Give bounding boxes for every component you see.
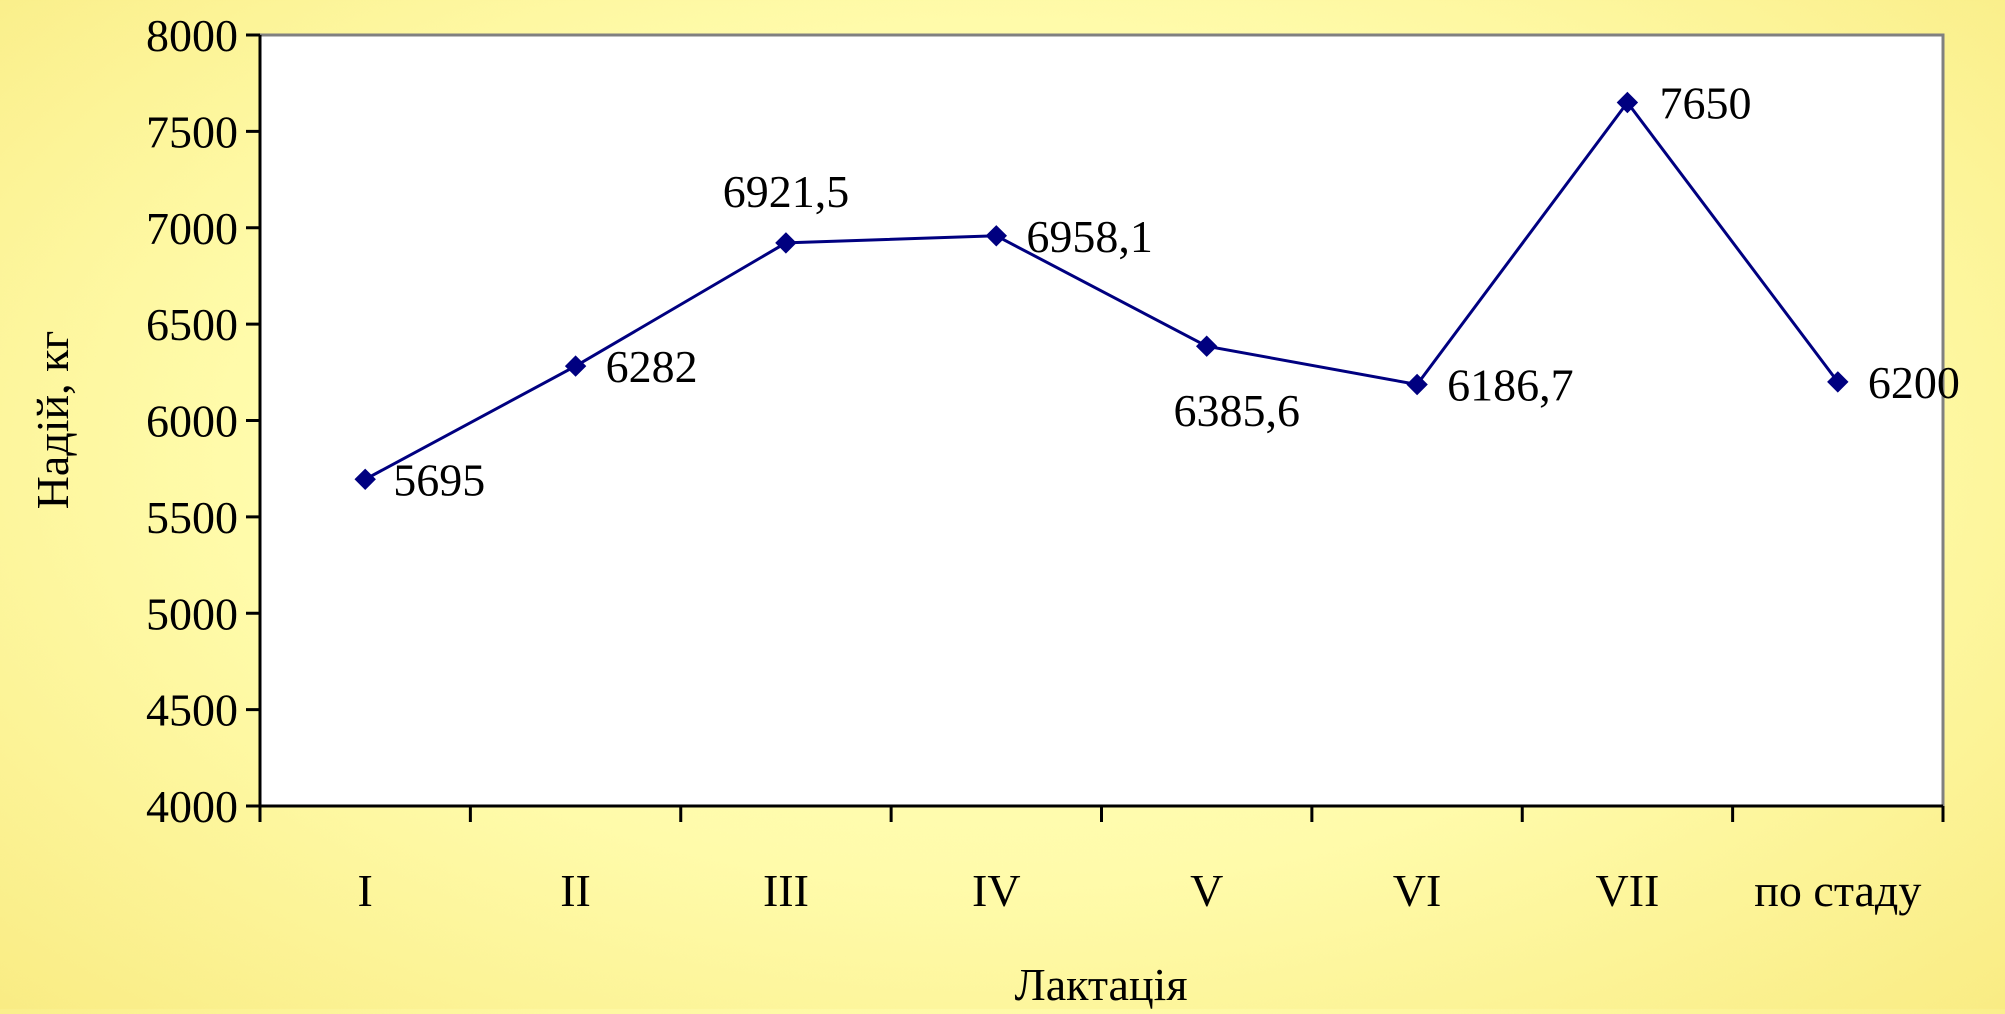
data-label: 6186,7 <box>1447 360 1574 411</box>
x-tick-label: I <box>358 865 373 916</box>
data-point-marker <box>775 232 797 254</box>
x-tick-label: по стаду <box>1754 865 1921 916</box>
x-axis: I II III IV V VI VII по стаду <box>258 804 1945 916</box>
y-tick-label: 6000 <box>146 396 238 447</box>
data-point-marker <box>1827 371 1849 393</box>
data-point-marker <box>985 225 1008 247</box>
x-axis-title: Лактація <box>1015 959 1188 1009</box>
x-tick-label: VI <box>1393 865 1442 916</box>
data-label: 7650 <box>1659 77 1751 128</box>
y-axis-title: Надій, кг <box>27 331 78 510</box>
y-tick-label: 7500 <box>146 106 238 157</box>
data-label: 6958,1 <box>1026 211 1153 262</box>
x-tick-label: III <box>763 865 809 916</box>
x-tick-label: VII <box>1596 865 1660 916</box>
x-tick-label: IV <box>972 865 1021 916</box>
y-tick-label: 6500 <box>146 299 238 350</box>
data-point-marker <box>1195 335 1218 357</box>
series-line <box>364 99 1839 481</box>
x-tick-label: V <box>1190 865 1223 916</box>
x-tick-label: II <box>560 865 591 916</box>
data-label: 6385,6 <box>1173 385 1300 436</box>
data-label: 6921,5 <box>723 166 850 217</box>
y-tick-label: 7000 <box>146 203 238 254</box>
data-point-marker <box>1616 91 1639 114</box>
data-point-marker <box>1406 373 1428 396</box>
plot-area <box>258 33 1945 808</box>
y-tick-label: 8000 <box>146 10 238 61</box>
series-layer <box>354 91 1849 491</box>
data-point-marker <box>354 468 376 491</box>
data-label: 5695 <box>393 454 485 505</box>
data-label-layer: 5695 6282 6921,5 6958,1 6385,6 6186,7 7650 6200 <box>393 77 1960 505</box>
y-tick-label: 5500 <box>146 492 238 543</box>
data-label: 6282 <box>606 341 698 392</box>
y-axis: 4000 4500 5000 5500 6000 6500 7000 7500 8000 <box>146 10 262 832</box>
y-tick-label: 4500 <box>146 685 238 736</box>
y-tick-label: 5000 <box>146 588 238 639</box>
data-label: 6200 <box>1868 357 1960 408</box>
data-point-marker <box>564 355 587 377</box>
y-tick-label: 4000 <box>146 781 238 832</box>
